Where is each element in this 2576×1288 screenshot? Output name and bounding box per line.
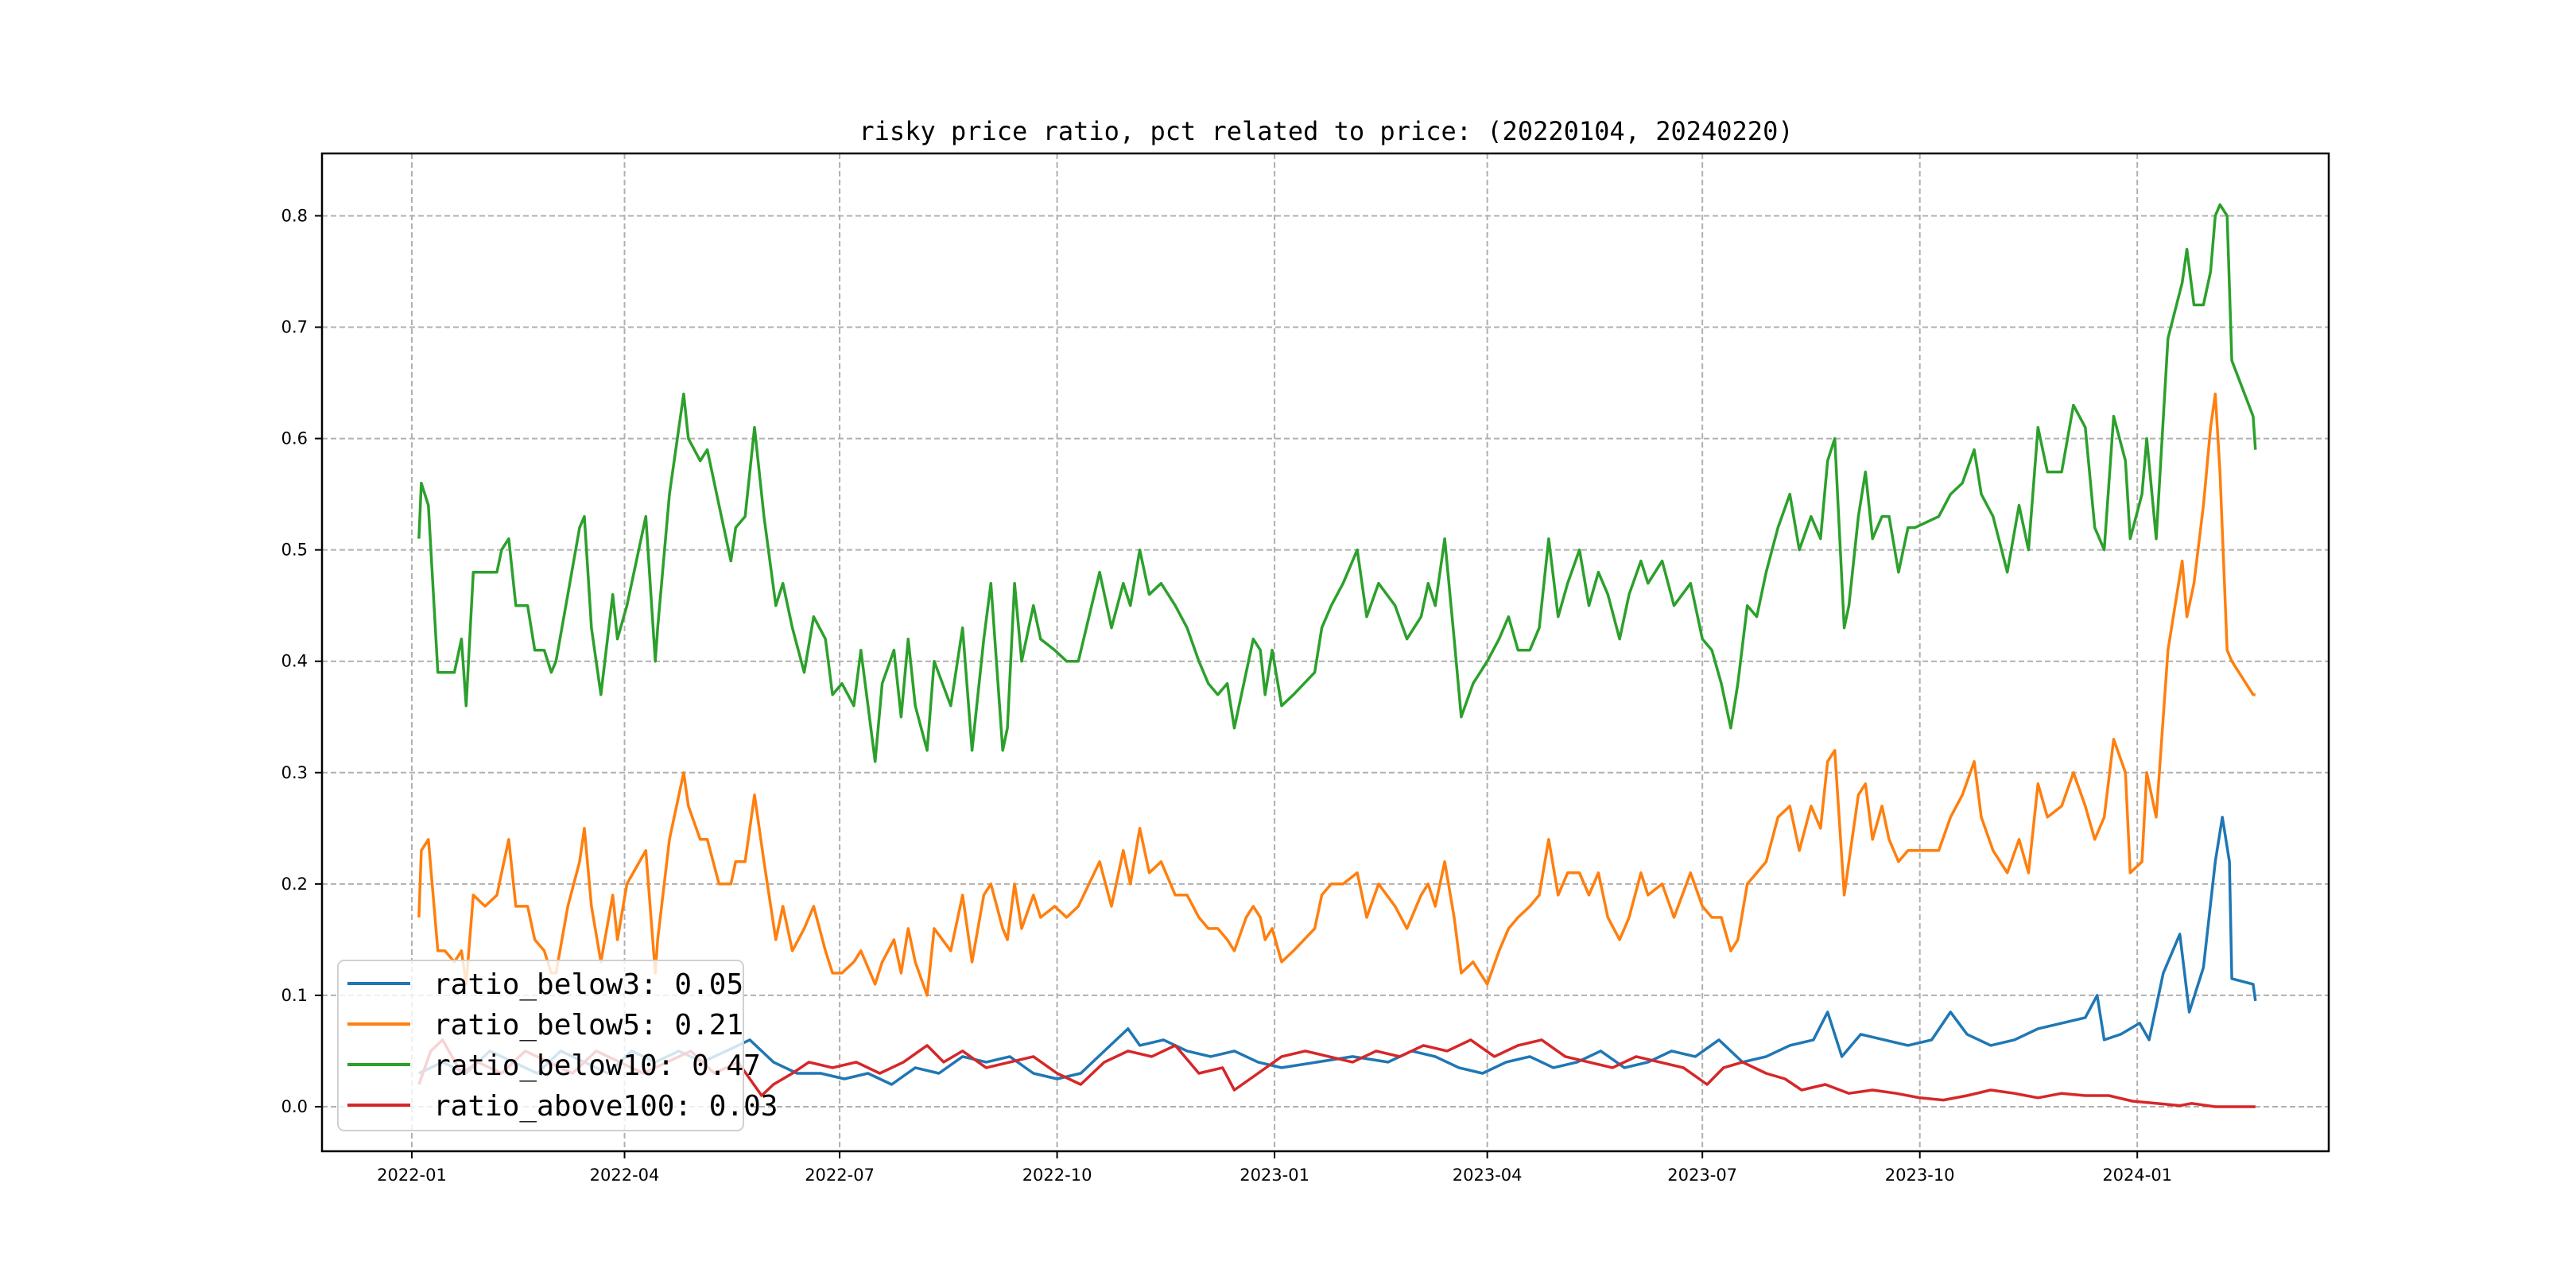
legend-box bbox=[337, 960, 744, 1131]
series-line-ratio-below3 bbox=[418, 816, 2257, 1086]
x-tick-label: 2022-01 bbox=[377, 1166, 447, 1185]
legend-label: ratio_below10: 0.47 bbox=[433, 1049, 761, 1082]
y-axis: 0.0 0.1 0.2 0.3 0.4 0.5 0.6 0.7 0.8 bbox=[281, 206, 322, 1116]
axes-frame bbox=[320, 152, 2330, 1153]
series-line-ratio-below5 bbox=[417, 392, 2256, 997]
y-tick-label: 0.8 bbox=[281, 206, 308, 225]
x-tick-label: 2023-07 bbox=[1667, 1166, 1737, 1185]
x-tick-label: 2022-10 bbox=[1022, 1166, 1092, 1185]
x-tick-label: 2022-07 bbox=[805, 1166, 875, 1185]
y-tick-label: 0.4 bbox=[281, 652, 308, 671]
y-tick-label: 0.5 bbox=[281, 541, 308, 560]
y-tick-label: 0.3 bbox=[281, 763, 308, 782]
y-tick-label: 0.0 bbox=[281, 1097, 308, 1116]
legend-label: ratio_below3: 0.05 bbox=[433, 968, 743, 1001]
x-tick-label: 2024-01 bbox=[2102, 1166, 2172, 1185]
y-tick-label: 0.1 bbox=[281, 986, 308, 1005]
x-tick-label: 2023-10 bbox=[1885, 1166, 1955, 1185]
y-tick-label: 0.6 bbox=[281, 429, 308, 448]
x-axis: 2022-01 2022-04 2022-07 2022-10 2023-01 2023-… bbox=[377, 1151, 2172, 1185]
x-tick-label: 2023-04 bbox=[1453, 1166, 1523, 1185]
chart-title: risky price ratio, pct related to price:… bbox=[859, 116, 1793, 146]
y-tick-label: 0.2 bbox=[281, 875, 308, 894]
x-tick-label: 2022-04 bbox=[590, 1166, 660, 1185]
legend: ratio_below3: 0.05 ratio_below5: 0.21 rati… bbox=[337, 960, 778, 1131]
y-tick-label: 0.7 bbox=[281, 318, 308, 337]
series-line-ratio-below10 bbox=[417, 203, 2257, 763]
legend-label: ratio_above100: 0.03 bbox=[433, 1090, 778, 1123]
x-tick-label: 2023-01 bbox=[1240, 1166, 1309, 1185]
legend-label: ratio_below5: 0.21 bbox=[433, 1009, 743, 1042]
